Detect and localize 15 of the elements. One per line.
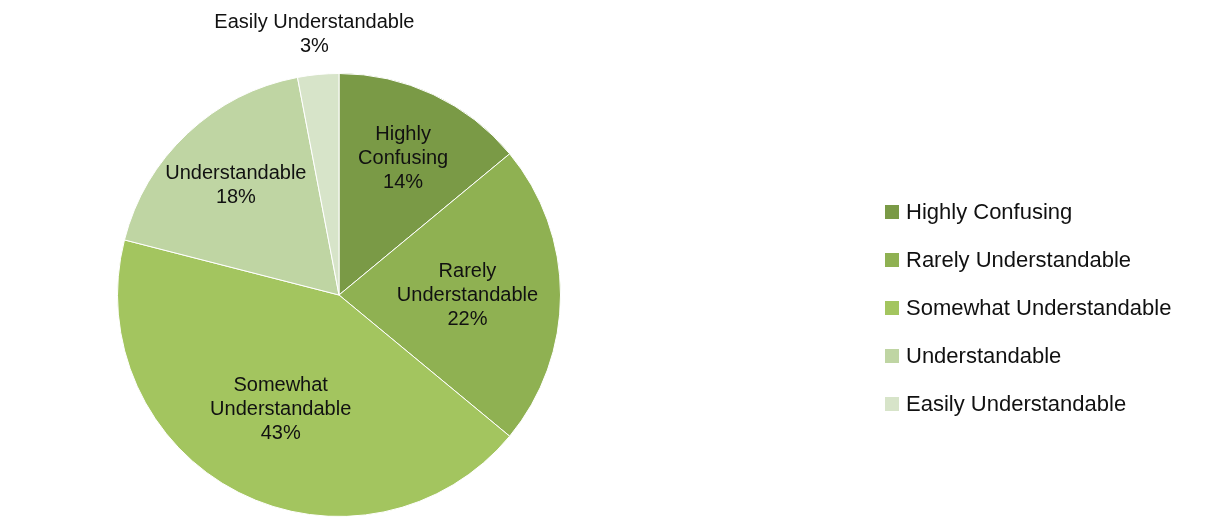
data-label: 14% xyxy=(383,170,424,193)
slice-label: Rarely Understandable xyxy=(396,258,539,305)
legend-label: Understandable xyxy=(906,343,1062,369)
legend-label: Highly Confusing xyxy=(906,199,1073,225)
slice-label: Somewhat Understandable xyxy=(210,372,352,419)
data-label: 18% xyxy=(215,184,257,207)
data-label: 22% xyxy=(447,306,488,329)
legend-label: Rarely Understandable xyxy=(906,247,1132,273)
data-label: 43% xyxy=(260,420,301,443)
slice-label: Easily Understandable xyxy=(214,10,415,33)
slice-label: Understandable xyxy=(165,160,307,183)
data-label: 3% xyxy=(299,34,330,57)
slice-label: Highly Confusing xyxy=(358,122,449,169)
legend-label: Somewhat Understandable xyxy=(906,295,1172,321)
legend-label: Easily Understandable xyxy=(906,391,1127,417)
